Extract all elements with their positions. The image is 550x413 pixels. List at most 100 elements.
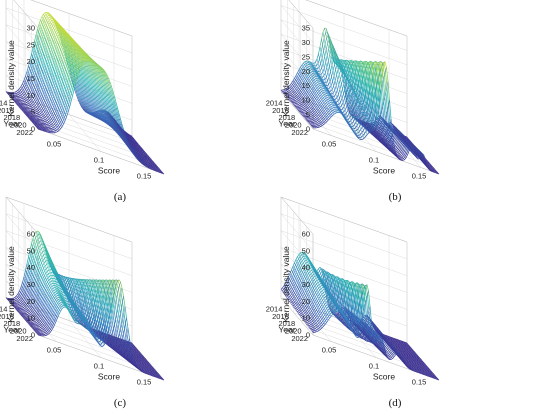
- surface-mesh-segment: [51, 77, 54, 84]
- surface-mesh-segment: [93, 79, 97, 86]
- surface-mesh-segment: [304, 97, 307, 101]
- y-tick-label: 2022: [16, 128, 33, 137]
- surface-mesh-segment: [336, 69, 339, 75]
- surface-mesh-line: [34, 41, 67, 118]
- surface-mesh-segment: [120, 124, 123, 130]
- surface-mesh-segment: [88, 101, 91, 106]
- surface-mesh-segment: [346, 67, 349, 74]
- y-axis-title: Year: [3, 119, 20, 129]
- surface-mesh-segment: [86, 96, 89, 102]
- surface-mesh-segment: [14, 91, 17, 93]
- surface-mesh-segment: [44, 20, 48, 24]
- surface-mesh-segment: [35, 103, 38, 106]
- surface-mesh-segment: [50, 25, 53, 29]
- surface-mesh-segment: [53, 74, 56, 81]
- surface-mesh-segment: [25, 80, 28, 85]
- surface-mesh-segment: [60, 30, 63, 33]
- surface-mesh-segment: [322, 68, 325, 73]
- surface-mesh-segment: [48, 52, 52, 59]
- surface-mesh-segment: [59, 42, 62, 48]
- surface-mesh-segment: [55, 79, 59, 86]
- surface-mesh-segment: [49, 107, 52, 111]
- surface-mesh-segment: [320, 112, 323, 115]
- surface-mesh-segment: [38, 26, 41, 33]
- surface-mesh-segment: [322, 28, 325, 33]
- surface-mesh-segment: [302, 102, 305, 105]
- surface-mesh-segment: [65, 94, 69, 100]
- x-tick-label: 0.1: [94, 156, 104, 165]
- surface-mesh-segment: [64, 41, 67, 45]
- surface-mesh-segment: [312, 105, 316, 109]
- surface-mesh-segment: [39, 29, 42, 35]
- surface-mesh-segment: [66, 85, 69, 92]
- surface-mesh-line: [131, 136, 165, 175]
- surface-mesh-segment: [308, 90, 311, 94]
- surface-mesh-segment: [94, 103, 97, 109]
- surface-mesh-segment: [26, 98, 29, 101]
- surface-mesh-segment: [57, 46, 60, 52]
- surface-mesh-segment: [85, 66, 88, 72]
- surface-mesh-segment: [41, 103, 44, 107]
- surface-mesh-segment: [345, 97, 348, 103]
- surface-mesh-segment: [342, 76, 345, 80]
- surface-mesh-segment: [46, 113, 49, 116]
- surface-mesh-segment: [81, 74, 84, 81]
- surface-mesh-segment: [75, 90, 78, 95]
- surface-mesh-segment: [296, 74, 299, 78]
- surface-mesh-segment: [43, 17, 46, 22]
- surface-mesh-segment: [320, 115, 323, 118]
- surface-mesh-segment: [360, 89, 364, 97]
- surface-mesh-line: [116, 122, 150, 169]
- surface-mesh-segment: [310, 106, 313, 109]
- surface-mesh-segment: [113, 115, 116, 121]
- surface-mesh-segment: [313, 119, 316, 122]
- surface-mesh-segment: [344, 84, 347, 89]
- surface-mesh-segment: [56, 81, 60, 89]
- surface-mesh-segment: [28, 70, 31, 77]
- surface-mesh-segment: [23, 96, 26, 99]
- surface-mesh-segment: [87, 65, 90, 71]
- surface-mesh-segment: [331, 59, 334, 66]
- surface-mesh-segment: [51, 41, 55, 47]
- surface-mesh-segment: [330, 89, 333, 92]
- surface-mesh-segment: [349, 114, 352, 118]
- surface-mesh-segment: [56, 44, 59, 50]
- surface-mesh-line: [112, 116, 145, 166]
- surface-mesh-segment: [294, 84, 297, 88]
- surface-mesh-segment: [70, 76, 73, 83]
- surface-mesh-segment: [92, 87, 95, 93]
- surface-mesh-segment: [35, 37, 38, 45]
- surface-mesh-segment: [290, 84, 293, 87]
- surface-mesh-segment: [85, 78, 89, 85]
- surface-mesh-segment: [26, 66, 29, 72]
- surface-mesh-segment: [34, 106, 37, 109]
- surface-mesh-segment: [30, 100, 33, 103]
- surface-mesh-segment: [350, 60, 353, 65]
- surface-mesh-segment: [38, 85, 42, 90]
- surface-mesh-line: [19, 88, 52, 133]
- surface-mesh-segment: [71, 71, 75, 77]
- surface-mesh-segment: [324, 95, 327, 97]
- surface-mesh-segment: [97, 66, 101, 70]
- surface-mesh-segment: [310, 115, 313, 118]
- surface-mesh-segment: [85, 97, 88, 103]
- surface-mesh-segment: [351, 121, 354, 124]
- surface-mesh-segment: [298, 93, 301, 97]
- surface-mesh-segment: [50, 30, 53, 35]
- surface-mesh-segment: [326, 35, 329, 39]
- surface-mesh-segment: [28, 60, 31, 67]
- z-tick-label: 30: [27, 24, 35, 33]
- surface-mesh-segment: [108, 94, 111, 100]
- surface-mesh-segment: [80, 98, 84, 103]
- surface-mesh-segment: [89, 70, 92, 76]
- surface-mesh-segment: [76, 94, 79, 100]
- surface-mesh-line: [43, 14, 76, 85]
- surface-mesh-segment: [362, 78, 365, 90]
- surface-mesh-segment: [40, 16, 43, 21]
- surface-mesh-segment: [340, 68, 343, 71]
- surface-mesh-segment: [71, 49, 74, 53]
- surface-mesh-segment: [335, 97, 338, 100]
- surface-mesh-segment: [298, 103, 300, 105]
- surface-mesh-segment: [58, 128, 61, 131]
- surface-mesh-segment: [295, 72, 298, 76]
